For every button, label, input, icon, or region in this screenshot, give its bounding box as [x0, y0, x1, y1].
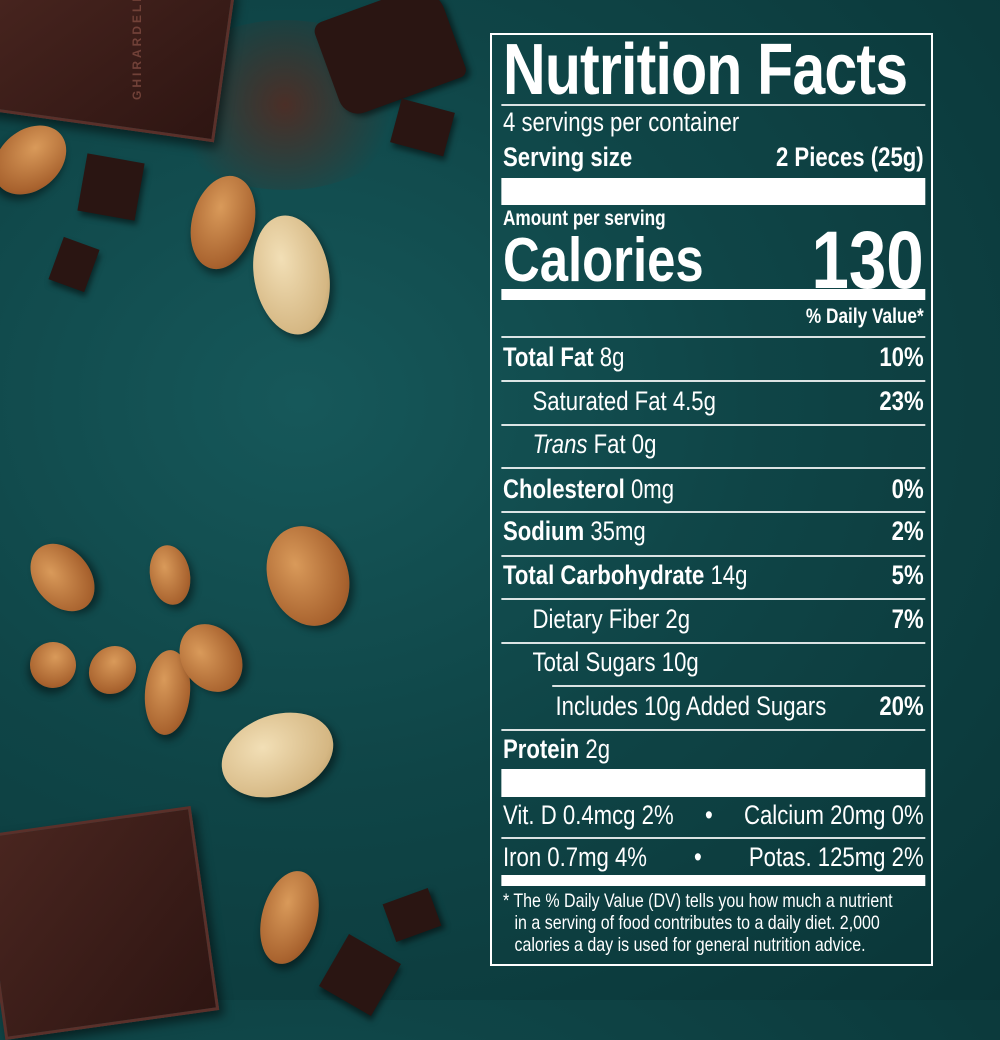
almond: [20, 632, 86, 698]
thick-divider: [501, 875, 926, 886]
chocolate-chunk: [382, 887, 442, 943]
nutrient-row-added-sugars: Includes 10g Added Sugars 20%: [503, 691, 924, 722]
almond: [250, 864, 329, 971]
nutrient-amount: 0mg: [630, 474, 675, 504]
potassium: Potas. 125mg 2%: [748, 842, 924, 872]
nutrient-row-sodium: Sodium 35mg 2%: [503, 516, 924, 547]
label-title: Nutrition Facts: [503, 30, 908, 110]
nutrition-facts-content: Nutrition Facts 4 servings per container…: [501, 0, 926, 1000]
almond: [209, 697, 346, 813]
divider: [501, 467, 926, 469]
nutrient-row-total-carbohydrate: Total Carbohydrate 14g 5%: [503, 560, 924, 591]
divider: [501, 642, 926, 644]
chocolate-chunk: [319, 934, 401, 1016]
calories-label: Calories: [503, 226, 704, 295]
nutrient-amount: 35mg: [590, 516, 646, 546]
nutrient-row-total-fat: Total Fat 8g 10%: [503, 342, 924, 373]
nutrient-name: Total Carbohydrate: [503, 560, 705, 590]
servings-per-container: 4 servings per container: [503, 107, 740, 137]
nutrient-amount: 14g: [710, 560, 748, 590]
amount-per-serving: Amount per serving: [503, 207, 666, 230]
iron: Iron 0.7mg 4%: [503, 842, 647, 872]
serving-size-label: Serving size: [503, 142, 633, 172]
nutrient-name: Trans: [532, 429, 588, 459]
vitamin-d: Vit. D 0.4mcg 2%: [503, 800, 674, 830]
serving-size-value: 2 Pieces (25g): [775, 142, 924, 172]
nutrient-amount: 0g: [631, 429, 657, 459]
vitamin-row-1: Vit. D 0.4mcg 2% • Calcium 20mg 0%: [503, 800, 924, 831]
almond: [244, 209, 339, 341]
nutrient-amount: 2g: [585, 734, 611, 764]
nutrient-amount: 10g: [661, 647, 699, 677]
nutrition-facts-panel: [490, 33, 933, 966]
divider: [501, 729, 926, 731]
nutrient-name: Includes 10g Added Sugars: [555, 691, 827, 721]
nutrient-amount: 8g: [599, 342, 625, 372]
divider: [501, 424, 926, 426]
almond: [79, 636, 146, 704]
nutrient-dv: 0%: [891, 474, 924, 504]
chocolate-square-top: [0, 0, 236, 143]
chocolate-chunk: [48, 236, 100, 293]
divider: [501, 336, 926, 338]
footnote-line: calories a day is used for general nutri…: [514, 934, 866, 956]
bullet: •: [704, 800, 713, 830]
nutrient-name: Cholesterol: [503, 474, 625, 504]
daily-value-header: % Daily Value*: [805, 305, 924, 328]
chocolate-chunk: [390, 98, 455, 157]
chocolate-logo: GHIRARDELLI: [130, 0, 144, 100]
almond: [252, 514, 364, 638]
thick-divider: [501, 178, 926, 205]
nutrient-dv: 10%: [879, 342, 924, 372]
divider: [501, 380, 926, 382]
nutrient-name: Total Fat: [503, 342, 594, 372]
divider: [501, 555, 926, 557]
divider: [501, 837, 926, 839]
divider: [501, 598, 926, 600]
calcium: Calcium 20mg 0%: [743, 800, 924, 830]
footnote-line: in a serving of food contributes to a da…: [514, 912, 880, 934]
nutrient-amount: 2g: [665, 604, 691, 634]
bullet: •: [694, 842, 702, 872]
thick-divider: [501, 769, 926, 797]
nutrient-row-trans-fat: Trans Fat 0g: [503, 429, 924, 460]
calories-row: Calories 130: [503, 215, 924, 306]
nutrient-row-cholesterol: Cholesterol 0mg 0%: [503, 474, 924, 505]
nutrient-row-saturated-fat: Saturated Fat 4.5g 23%: [503, 386, 924, 417]
chocolate-chunk: [77, 153, 145, 221]
vitamin-row-2: Iron 0.7mg 4% • Potas. 125mg 2%: [503, 842, 924, 873]
serving-size-row: Serving size 2 Pieces (25g): [503, 142, 924, 173]
chocolate-square-bottom: [0, 805, 220, 1040]
nutrient-row-dietary-fiber: Dietary Fiber 2g 7%: [503, 604, 924, 635]
footnote-line: * The % Daily Value (DV) tells you how m…: [503, 890, 893, 912]
almond: [17, 531, 108, 624]
nutrient-name: Total Sugars: [532, 647, 656, 677]
nutrient-dv: 23%: [879, 386, 924, 416]
divider: [501, 104, 926, 106]
divider: [552, 685, 926, 687]
footnote: * The % Daily Value (DV) tells you how m…: [503, 890, 924, 956]
divider: [501, 511, 926, 513]
nutrient-row-protein: Protein 2g: [503, 734, 924, 765]
nutrient-name: Dietary Fiber: [532, 604, 660, 634]
almond: [145, 541, 195, 609]
nutrient-dv: 20%: [879, 691, 924, 721]
almond: [0, 111, 80, 209]
nutrient-name: Saturated Fat: [532, 386, 667, 416]
nutrient-row-total-sugars: Total Sugars 10g: [503, 647, 924, 678]
nutrient-dv: 7%: [891, 604, 924, 634]
calories-value: 130: [811, 215, 924, 306]
thick-divider: [501, 289, 926, 300]
nutrient-name-suffix: Fat: [593, 429, 626, 459]
nutrient-amount: 4.5g: [672, 386, 716, 416]
nutrient-name: Protein: [503, 734, 580, 764]
nutrient-name: Sodium: [503, 516, 585, 546]
nutrient-dv: 2%: [891, 516, 924, 546]
nutrient-dv: 5%: [891, 560, 924, 590]
